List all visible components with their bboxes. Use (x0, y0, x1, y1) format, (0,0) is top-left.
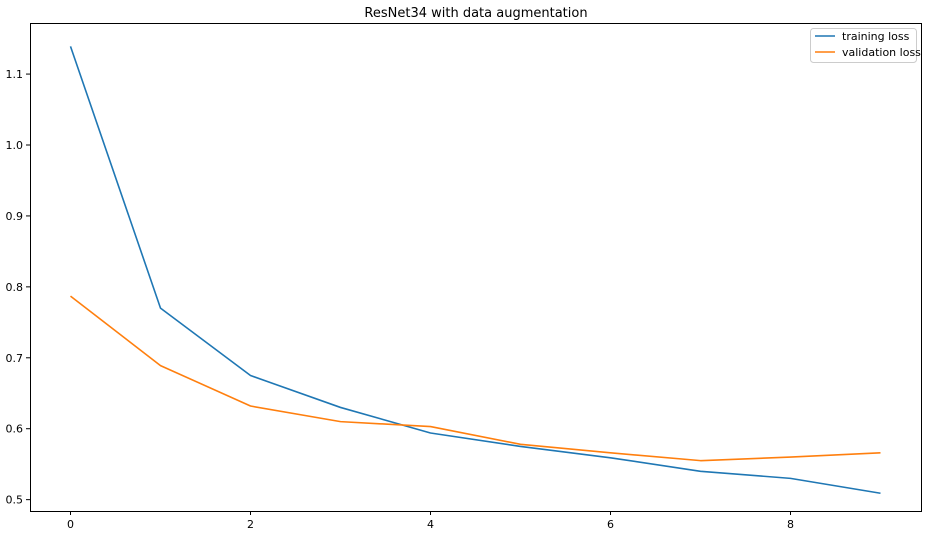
legend: training loss validation loss (810, 28, 921, 63)
y-tick-label: 0.8 (6, 281, 24, 294)
plot-lines (69, 46, 881, 495)
series-line-training-loss (69, 46, 881, 495)
x-tick-label: 4 (427, 518, 434, 531)
plot-frame (30, 23, 922, 512)
y-tick-label: 1.0 (6, 139, 24, 152)
x-tick-label: 0 (67, 518, 74, 531)
x-tick-label: 6 (607, 518, 614, 531)
y-tick-label: 0.5 (6, 494, 24, 507)
legend-label-training-loss: training loss (842, 30, 910, 43)
series-line-validation-loss (70, 295, 881, 462)
y-tick-label: 0.9 (6, 210, 24, 223)
legend-box (810, 28, 917, 63)
x-tick-label: 2 (247, 518, 254, 531)
legend-label-validation-loss: validation loss (842, 46, 921, 59)
y-tick-label: 0.6 (6, 423, 24, 436)
x-tick-label: 8 (787, 518, 794, 531)
y-tick-label: 0.7 (6, 352, 24, 365)
axis-ticks: 0 2 4 6 8 0.5 0.6 0.7 0.8 0.9 1.0 1.1 (6, 68, 795, 531)
chart-title: ResNet34 with data augmentation (364, 6, 587, 21)
y-tick-label: 1.1 (6, 68, 24, 81)
